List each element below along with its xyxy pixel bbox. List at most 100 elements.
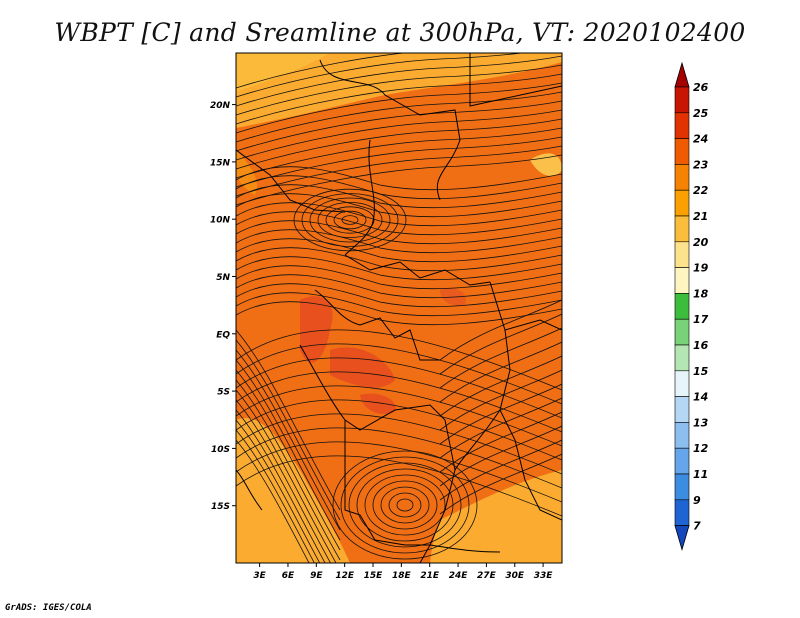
lon-tick-label: 3E [253, 571, 266, 581]
lon-tick-label: 12E [335, 571, 355, 581]
streamline [236, 145, 562, 197]
streamline [236, 413, 562, 475]
streamline [236, 109, 562, 161]
colorbar-swatch [674, 215, 690, 243]
colorbar-label: 12 [693, 442, 709, 455]
colorbar-swatch [674, 499, 690, 526]
streamline [236, 127, 562, 179]
colorbar-swatch [674, 447, 690, 475]
border-line [319, 59, 461, 201]
border-line [504, 319, 562, 331]
border-line [236, 469, 263, 511]
wbpt-warm-patch-3 [360, 393, 396, 415]
streamline [236, 238, 562, 263]
colorbar-swatch [674, 241, 690, 268]
streamline [236, 53, 408, 89]
lon-tick-label: 30E [505, 571, 525, 581]
colorbar-label: 19 [693, 262, 709, 275]
streamline [236, 357, 562, 419]
streamline [364, 474, 446, 536]
map-field [236, 53, 562, 563]
colorbar-label: 15 [693, 365, 709, 378]
colorbar-label: 9 [693, 494, 701, 507]
streamline [325, 206, 375, 234]
streamline [236, 455, 562, 517]
streamline [236, 202, 562, 227]
streamline [439, 439, 562, 501]
lat-tick-label: 10S [211, 445, 230, 455]
streamline [236, 283, 562, 308]
colorbar-label: 22 [693, 184, 709, 197]
streamline [236, 193, 562, 218]
streamline [236, 441, 562, 503]
colorbar-label: 24 [693, 133, 708, 146]
colorbar-label: 17 [693, 313, 709, 326]
border-line [454, 409, 501, 471]
streamline [236, 292, 562, 317]
streamline [439, 327, 562, 389]
streamline [236, 53, 526, 98]
streamline [388, 492, 422, 518]
streamline [236, 385, 562, 447]
streamline [439, 299, 562, 361]
border-line [314, 289, 440, 361]
streamline [380, 486, 430, 524]
streamline [236, 329, 562, 391]
streamline [236, 339, 341, 521]
colorbar-label: 20 [693, 236, 709, 249]
colorbar-label: 26 [693, 81, 709, 94]
colorbar-label: 25 [693, 107, 709, 120]
streamline [236, 229, 562, 254]
streamline [236, 399, 562, 461]
streamline [236, 399, 331, 563]
lon-tick-label: 27E [477, 571, 497, 581]
streamline [293, 188, 407, 252]
streamlines [236, 53, 562, 563]
lat-tick-label: EQ [216, 330, 230, 340]
streamline [236, 256, 562, 281]
border-line [299, 344, 446, 431]
streamline [340, 456, 470, 554]
colorbar: 26 25 24 23 22 21 20 19 18 17 16 15 14 13 12 11 9 7 [674, 61, 709, 552]
streamline [236, 136, 562, 188]
lon-tick-label: 24E [449, 571, 469, 581]
streamline [236, 301, 562, 326]
colorbar-swatch [674, 86, 690, 114]
border-line [419, 419, 456, 563]
streamline [439, 313, 562, 375]
streamline [236, 371, 562, 433]
streamline [333, 210, 367, 230]
colorbar-swatch [674, 473, 690, 501]
colorbar-label: 7 [693, 520, 701, 533]
streamline [236, 274, 562, 299]
colorbar-bottom-arrow [674, 525, 690, 552]
lon-tick-label: 15E [364, 571, 384, 581]
wbpt-warm-patch-2 [330, 347, 395, 388]
streamline [439, 355, 562, 417]
streamline [236, 64, 562, 116]
lat-tick-label: 5N [216, 273, 230, 283]
streamline [236, 439, 310, 563]
streamline [439, 341, 562, 403]
streamline [236, 166, 562, 191]
colorbar-swatch [674, 318, 690, 346]
colorbar-swatch [674, 293, 690, 320]
lon-tick-label: 18E [392, 571, 412, 581]
colorbar-label: 16 [693, 339, 709, 352]
streamline [236, 265, 562, 290]
border-line [236, 149, 346, 213]
lon-tick-label: 33E [534, 571, 554, 581]
country-boundaries [236, 53, 562, 563]
wbpt-cool-patch-southeast [430, 470, 562, 563]
streamline [236, 118, 562, 170]
streamline [236, 154, 562, 206]
border-line [469, 53, 562, 107]
colorbar-label: 11 [693, 468, 708, 481]
streamline [439, 369, 562, 431]
streamline [236, 247, 562, 272]
colorbar-label: 13 [693, 416, 709, 429]
streamline [236, 73, 562, 125]
wbpt-band-north [236, 53, 562, 128]
border-line [344, 139, 375, 256]
colorbar-swatch [674, 164, 690, 191]
